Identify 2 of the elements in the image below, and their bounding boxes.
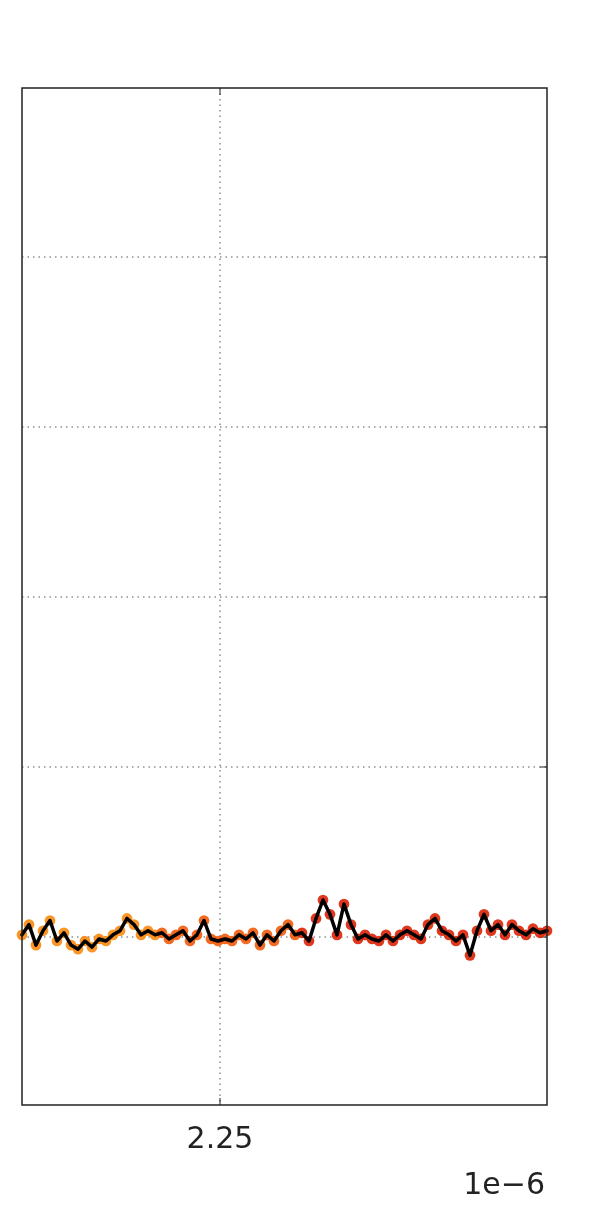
text: 1e−6 [463, 1166, 545, 1201]
text: 2.25 [186, 1120, 254, 1155]
